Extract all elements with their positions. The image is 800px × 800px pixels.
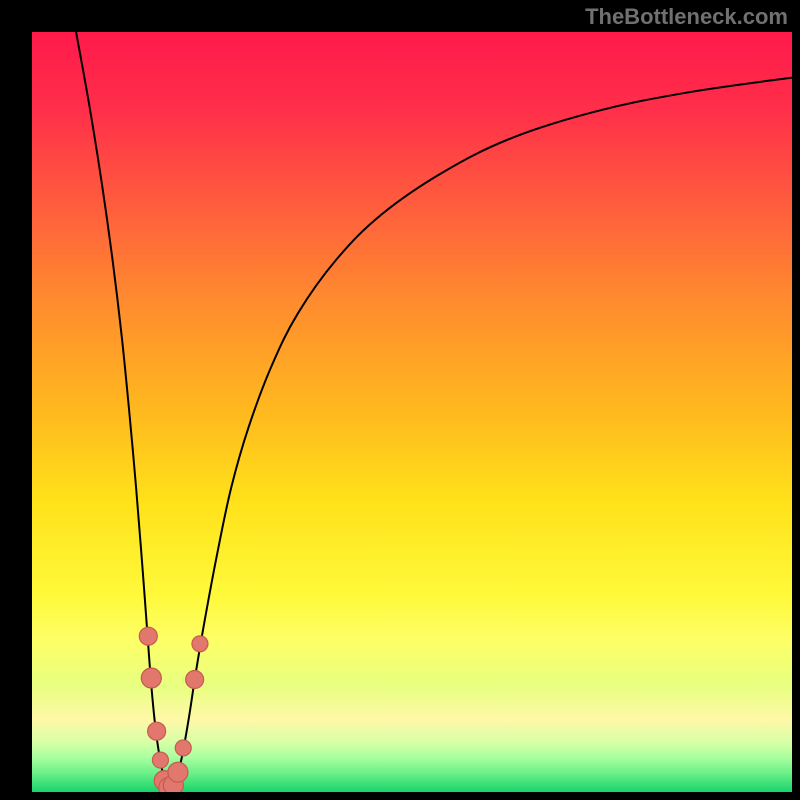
data-marker <box>148 722 166 740</box>
data-marker <box>175 740 191 756</box>
data-marker <box>141 668 161 688</box>
data-marker <box>168 762 188 782</box>
chart-svg <box>32 32 792 792</box>
data-marker <box>152 752 168 768</box>
data-marker <box>186 671 204 689</box>
attribution-text: TheBottleneck.com <box>585 4 788 30</box>
data-marker <box>192 636 208 652</box>
data-marker <box>139 627 157 645</box>
plot-area <box>32 32 792 792</box>
chart-frame: TheBottleneck.com <box>0 0 800 800</box>
